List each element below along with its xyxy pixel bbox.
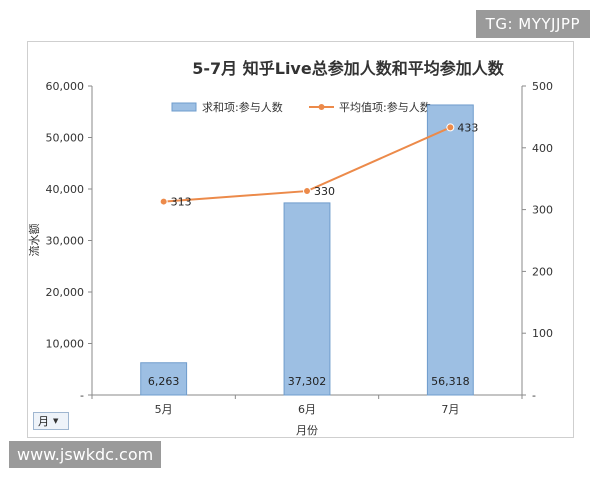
month-filter-button[interactable]: 月 ▼	[33, 412, 69, 430]
bar	[426, 104, 474, 396]
line-point	[303, 187, 311, 196]
legend-swatch-marker	[318, 104, 325, 110]
line-point	[159, 197, 168, 206]
bar-data-label: 6,263	[148, 375, 180, 388]
legend-label-bar: 求和项:参与人数	[202, 100, 283, 114]
bar	[283, 202, 331, 396]
legend-swatch-bar	[171, 102, 197, 112]
dropdown-arrow-icon: ▼	[53, 417, 59, 425]
y-tick-label: 60,000	[46, 80, 85, 93]
y-tick-label: 30,000	[46, 235, 85, 248]
y-tick-label: 20,000	[46, 286, 85, 299]
legend-label-line: 平均值项:参与人数	[339, 100, 431, 114]
line-point	[446, 123, 455, 132]
watermark-bottom: www.jswkdc.com	[9, 441, 162, 468]
y2-tick-label: 500	[532, 80, 553, 93]
y2-tick-label: 200	[532, 265, 553, 278]
line-data-label: 330	[314, 185, 335, 198]
y-tick-label: -	[80, 389, 84, 402]
y2-tick-label: 300	[532, 204, 553, 217]
chart-title: 5-7月 知乎Live总参加人数和平均参加人数	[192, 59, 504, 78]
bar	[140, 362, 188, 396]
x-tick-label: 7月	[441, 403, 459, 416]
line-data-label: 433	[457, 121, 478, 134]
y-tick-label: 50,000	[46, 132, 85, 145]
y2-tick-label: -	[532, 389, 536, 402]
y-axis-title: 流水额	[27, 224, 41, 257]
x-tick-label: 6月	[298, 403, 316, 416]
y-tick-label: 40,000	[46, 183, 85, 196]
y2-tick-label: 100	[532, 327, 553, 340]
y-tick-label: 10,000	[46, 338, 85, 351]
x-axis-title: 月份	[296, 424, 318, 437]
y2-tick-label: 400	[532, 142, 553, 155]
x-tick-label: 5月	[155, 403, 173, 416]
line-data-label: 313	[171, 196, 192, 209]
filter-button-label: 月	[38, 415, 49, 428]
bar-data-label: 37,302	[288, 375, 327, 388]
chart-legend: 求和项:参与人数 平均值项:参与人数	[171, 100, 431, 114]
bar-data-label: 56,318	[431, 375, 470, 388]
watermark-top: TG: MYYJJPP	[475, 10, 590, 38]
